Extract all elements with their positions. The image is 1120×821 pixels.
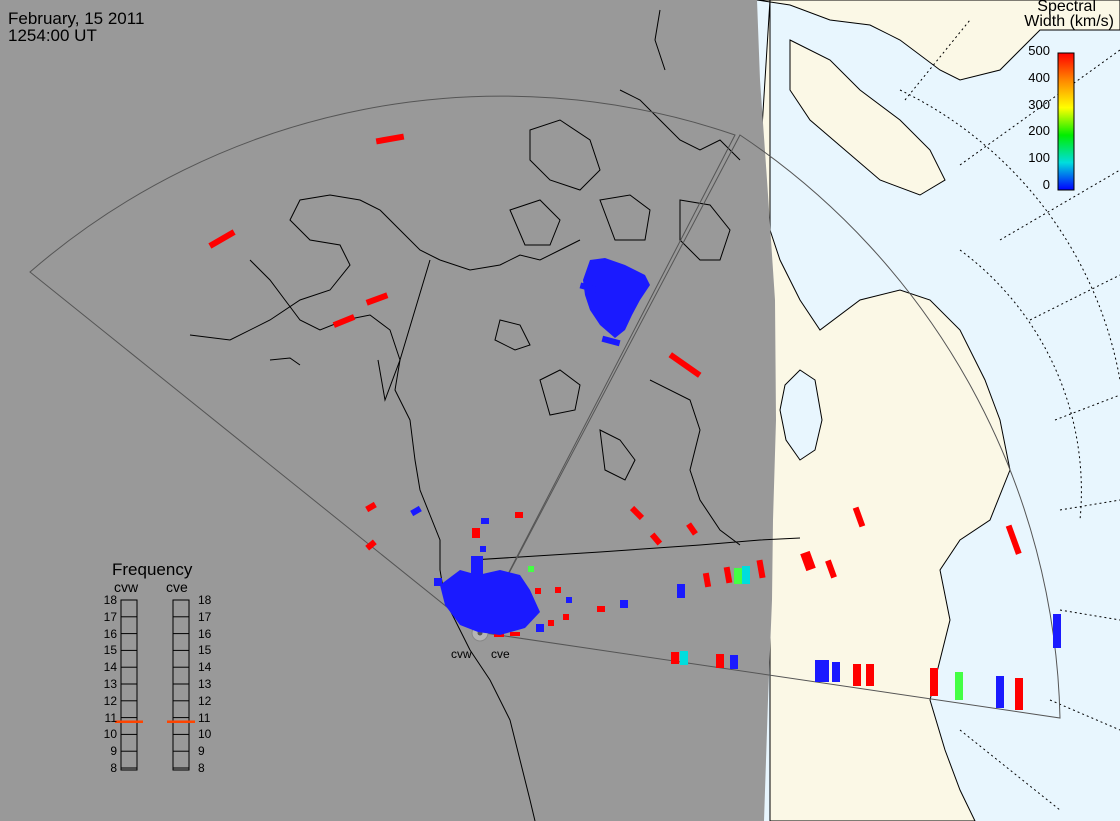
- frequency-col-west: cvw: [114, 579, 139, 595]
- colorbar-tick: 0: [1042, 177, 1050, 192]
- frequency-tick-right: 15: [198, 643, 212, 658]
- frequency-tick-right: 11: [198, 710, 211, 725]
- frequency-tick-left: 17: [103, 609, 117, 624]
- fov-cvw: [29, 95, 736, 633]
- title-time: 1254:00 UT: [8, 26, 97, 45]
- frequency-tick-left: 8: [110, 761, 117, 775]
- frequency-tick-left: 11: [104, 710, 117, 725]
- scatter-cells-green: [528, 566, 963, 700]
- frequency-tick-left: 18: [103, 593, 117, 607]
- frequency-col-east: cve: [166, 579, 188, 595]
- colorbar-tick: 200: [1028, 123, 1050, 139]
- frequency-tick-right: 13: [198, 677, 212, 691]
- frequency-tick-left: 13: [103, 677, 117, 691]
- day-lake: [779, 369, 823, 461]
- freq-box-cve: [172, 599, 190, 771]
- colorbar-title-line1: Spectral: [1037, 0, 1096, 15]
- frequency-tick-left: 15: [103, 643, 117, 658]
- freq-box-cvw: [120, 599, 138, 771]
- night-shade: [0, 0, 776, 821]
- frequency-tick-left: 14: [103, 660, 117, 675]
- radar-label-east: cve: [491, 647, 510, 661]
- frequency-title: Frequency: [112, 560, 193, 579]
- borders: [377, 259, 801, 561]
- frequency-tick-left: 16: [103, 626, 117, 641]
- colorbar-tick: 100: [1028, 150, 1050, 166]
- day-land-greenland-east: [789, 39, 946, 196]
- frequency-tick-right: 12: [198, 693, 212, 708]
- day-land-greenland: [756, 0, 1120, 81]
- scatter-cells-red: [208, 133, 1023, 710]
- scatter-cells-blue: [410, 258, 1061, 708]
- frequency-tick-right: 18: [198, 593, 212, 607]
- frequency-tick-right: 8: [198, 761, 205, 775]
- colorbar-tick: 300: [1028, 96, 1050, 112]
- day-land-north-america: [759, 0, 1011, 821]
- title-date: February, 15 2011: [8, 9, 145, 28]
- scatter-cells-cyan: [680, 566, 750, 665]
- frequency-tick-left: 12: [103, 693, 117, 708]
- frequency-tick-right: 17: [198, 609, 212, 624]
- frequency-tick-right: 14: [198, 660, 212, 675]
- colorbar-title-line2: Width (km/s): [1024, 13, 1114, 30]
- colorbar-tick: 500: [1028, 43, 1050, 58]
- frequency-tick-right: 10: [198, 727, 212, 742]
- frequency-tick-left: 10: [103, 727, 117, 742]
- frequency-tick-left: 9: [110, 744, 117, 759]
- radar-label-west: cvw: [451, 647, 472, 661]
- latitude-grid: [899, 19, 1120, 811]
- frequency-tick-right: 9: [198, 744, 205, 759]
- colorbar-tick: 400: [1028, 69, 1050, 85]
- coastlines: [189, 9, 741, 821]
- frequency-tick-right: 16: [198, 626, 212, 641]
- colorbar: [1057, 52, 1075, 191]
- frequency-gridlines: [121, 599, 189, 769]
